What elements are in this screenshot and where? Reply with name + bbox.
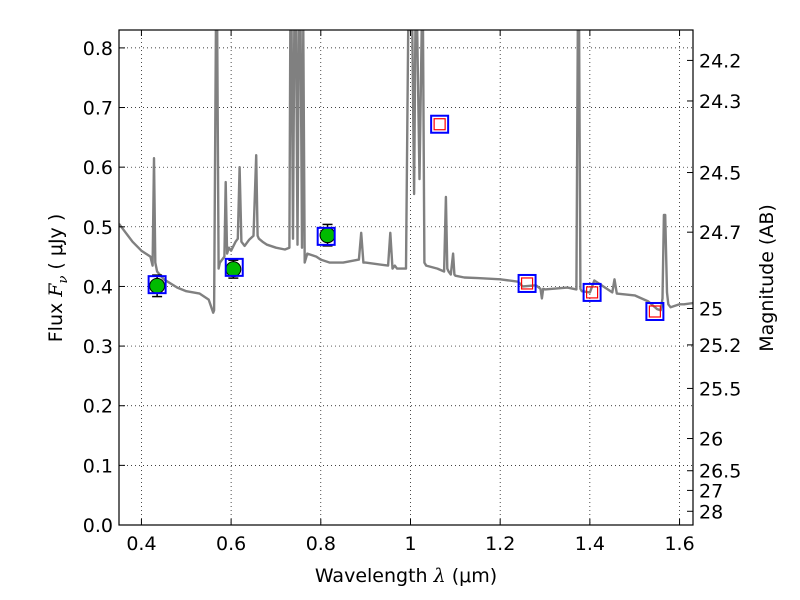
x-tick-label: 0.8 [306, 533, 336, 555]
y-tick-label: 0.5 [83, 217, 113, 239]
observed-point [319, 227, 336, 244]
y-tick-label: 0.6 [83, 157, 113, 179]
mag-tick-label: 24.7 [699, 222, 741, 244]
x-tick-label: 0.6 [216, 533, 246, 555]
mag-tick-label: 26 [699, 429, 723, 451]
x-tick-label: 1.4 [575, 533, 605, 555]
plot-frame [118, 29, 694, 526]
observed-point [225, 261, 242, 278]
y2-axis-label: Magnitude (AB) [756, 204, 778, 352]
predicted-square-outer [430, 114, 450, 134]
observed-point [149, 277, 166, 294]
predicted-square-outer [517, 273, 537, 293]
mag-tick-label: 27 [699, 480, 723, 502]
mag-tick-label: 25.5 [699, 378, 741, 400]
y-tick-label: 0.4 [83, 276, 113, 298]
predicted-square-outer [582, 282, 602, 302]
y-axis-label: Flux Fν ( μJy ) [45, 214, 71, 343]
mag-tick-label: 24.2 [699, 50, 741, 72]
predicted-square-inner [648, 305, 661, 318]
y-tick-label: 0.2 [83, 396, 113, 418]
mag-tick-label: 24.3 [699, 91, 741, 113]
mag-tick-label: 24.5 [699, 163, 741, 185]
spectrum-line [119, 30, 693, 314]
y-tick-label: 0.3 [83, 336, 113, 358]
predicted-square-inner [586, 286, 599, 299]
predicted-square-inner [520, 277, 534, 290]
predicted-square-outer [645, 301, 665, 321]
predicted-square-inner [433, 118, 446, 131]
x-tick-label: 0.4 [126, 533, 156, 555]
mag-tick-label: 26.5 [699, 461, 741, 483]
photometry-markers [147, 114, 665, 321]
mag-tick-label: 25.2 [699, 335, 741, 357]
gridlines [119, 30, 693, 526]
x-tick-label: 1.6 [664, 533, 694, 555]
y-tick-label: 0.0 [83, 515, 113, 537]
x-axis-label: Wavelength λ (μm) [315, 565, 497, 587]
model-photometry-square [147, 275, 167, 295]
mag-tick-label: 28 [699, 501, 723, 523]
x-tick-label: 1.2 [485, 533, 515, 555]
model-photometry-square [224, 257, 244, 277]
axis-ticks: 0.4 0.6 0.8 1 1.2 1.4 1.6 0.0 0.1 0.2 0.3 0.4 0.5 0.6… [83, 30, 741, 555]
x-tick-label: 1 [404, 533, 416, 555]
y-tick-label: 0.8 [83, 38, 113, 60]
y-tick-label: 0.7 [83, 98, 113, 120]
model-photometry-square [316, 226, 336, 246]
y-tick-label: 0.1 [83, 455, 113, 477]
spectrum-layer [119, 30, 693, 314]
mag-tick-label: 25 [699, 299, 723, 321]
